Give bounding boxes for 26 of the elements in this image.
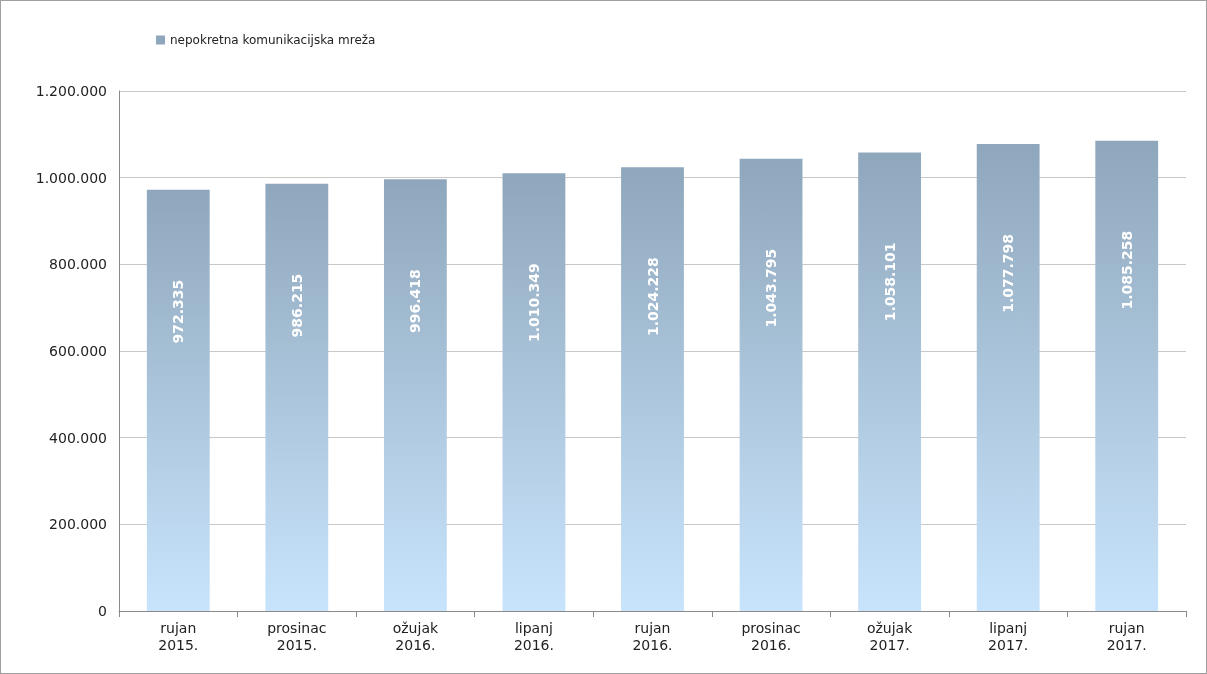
x-tick-label: lipanj 2016. xyxy=(513,619,554,653)
y-tick-label: 0 xyxy=(98,603,107,619)
legend-label: nepokretna komunikacijska mreža xyxy=(170,33,376,47)
x-tick-label: lipanj 2017. xyxy=(988,619,1029,653)
y-tick-label: 200.000 xyxy=(49,516,107,533)
data-label: 986.215 xyxy=(288,273,305,338)
y-tick-label: 1.200.000 xyxy=(35,83,107,99)
x-tick-label: ožujak 2017. xyxy=(866,619,914,653)
data-label: 1.043.795 xyxy=(763,248,780,328)
x-tick-label: ožujak 2016. xyxy=(392,619,439,653)
x-tick-label: rujan 2017. xyxy=(1106,619,1147,653)
x-tick-label: prosinac 2016. xyxy=(741,619,801,653)
data-label: 996.418 xyxy=(407,269,424,333)
x-tick-label: prosinac 2015. xyxy=(267,619,327,653)
data-label: 1.085.258 xyxy=(1118,230,1135,310)
data-label: 1.077.798 xyxy=(1000,233,1017,313)
data-label: 1.024.228 xyxy=(644,257,661,336)
data-label: 1.058.101 xyxy=(881,242,898,322)
x-tick-label: rujan 2015. xyxy=(158,619,199,653)
y-tick-label: 600.000 xyxy=(49,343,107,359)
data-label: 1.010.349 xyxy=(525,263,542,343)
x-tick-label: rujan 2016. xyxy=(632,619,673,653)
y-tick-label: 1.000.000 xyxy=(35,169,107,186)
data-label: 972.335 xyxy=(170,279,187,344)
y-tick-label: 400.000 xyxy=(49,429,107,446)
y-tick-label: 800.000 xyxy=(49,256,107,273)
